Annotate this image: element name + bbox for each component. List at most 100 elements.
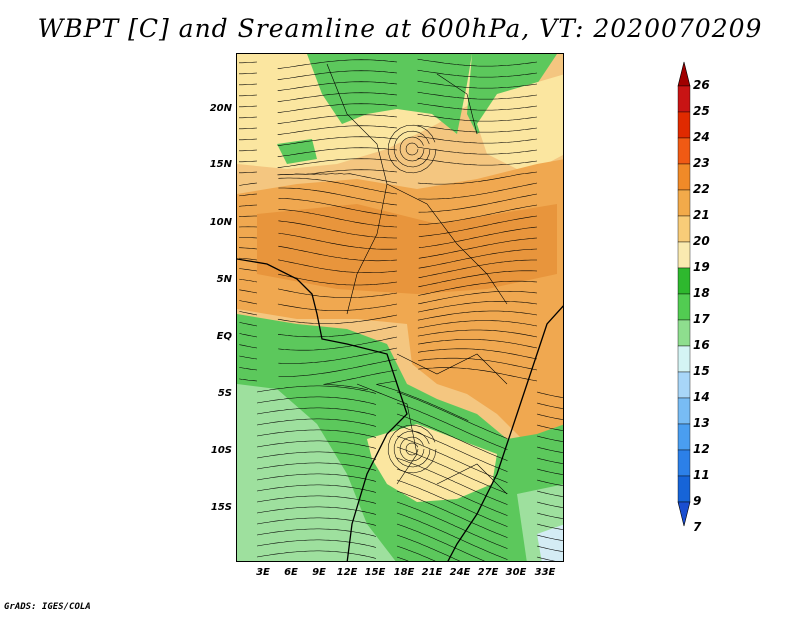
streamline xyxy=(536,413,563,420)
streamline xyxy=(399,136,425,162)
streamline xyxy=(417,124,538,133)
streamline xyxy=(418,204,538,225)
streamline xyxy=(239,204,258,207)
streamline xyxy=(418,237,538,259)
colorbar-swatch-15 xyxy=(677,449,691,477)
streamline xyxy=(238,247,258,250)
streamline xyxy=(239,268,258,272)
streamline xyxy=(278,232,398,250)
colorbar-swatch-2 xyxy=(677,111,691,139)
streamline xyxy=(239,193,258,197)
wbpt-region-pale-blue xyxy=(537,524,563,561)
streamline xyxy=(396,501,508,549)
streamline xyxy=(239,116,258,119)
streamline xyxy=(277,125,398,135)
colorbar-swatch-16 xyxy=(677,475,691,503)
streamline xyxy=(238,215,257,217)
streamline xyxy=(239,367,258,371)
streamline xyxy=(418,270,538,288)
streamline xyxy=(239,333,258,338)
streamline xyxy=(239,278,258,283)
streamline xyxy=(418,193,538,213)
streamline xyxy=(536,424,563,431)
colorbar-swatch-14 xyxy=(677,423,691,451)
streamline xyxy=(256,473,377,482)
lon-label-6e: 6E xyxy=(284,567,298,578)
streamline xyxy=(278,245,398,262)
lon-label-3e: 3E xyxy=(256,567,270,578)
streamline xyxy=(417,58,538,67)
streamline xyxy=(239,138,258,141)
streamline xyxy=(323,369,398,391)
streamline xyxy=(239,83,258,86)
streamline xyxy=(277,114,398,124)
streamline xyxy=(256,550,377,559)
streamline xyxy=(256,484,377,493)
streamline xyxy=(256,440,377,449)
streamline xyxy=(417,91,538,100)
streamline xyxy=(278,177,398,195)
streamline xyxy=(239,355,258,360)
colorbar-label-19: 19 xyxy=(693,260,710,274)
streamline xyxy=(239,105,258,108)
lon-label-12e: 12E xyxy=(336,567,358,578)
wbpt-region-light-green-southwest xyxy=(237,384,396,561)
streamline xyxy=(396,556,409,561)
colorbar-arrow-bottom xyxy=(677,501,691,527)
streamline xyxy=(418,259,537,278)
colorbar-swatch-7 xyxy=(677,241,691,269)
streamline xyxy=(256,462,377,471)
streamline xyxy=(396,468,508,516)
colorbar-label-21: 21 xyxy=(693,208,710,222)
streamline xyxy=(536,534,563,541)
colorbar-label-12: 12 xyxy=(693,442,710,456)
colorbar-swatch-10 xyxy=(677,319,691,347)
streamline xyxy=(256,418,377,427)
streamline xyxy=(396,534,461,561)
streamline xyxy=(396,523,485,561)
streamline xyxy=(536,402,563,409)
wbpt-region-dark-orange-core xyxy=(257,204,557,294)
streamline xyxy=(239,182,258,186)
streamlines xyxy=(238,58,563,561)
lat-label-15s: 15S xyxy=(210,502,232,513)
streamline xyxy=(256,539,377,548)
colorbar-label-23: 23 xyxy=(693,156,710,170)
streamline xyxy=(256,495,377,504)
grads-credit: GrADS: IGES/COLA xyxy=(4,602,91,612)
streamline xyxy=(418,182,538,200)
colorbar-swatch-8 xyxy=(677,267,691,295)
colorbar-swatch-5 xyxy=(677,189,691,217)
colorbar-label-24: 24 xyxy=(693,130,710,144)
streamline xyxy=(396,479,508,527)
colorbar-swatch-13 xyxy=(677,397,691,425)
colorbar-label-14: 14 xyxy=(693,390,710,404)
wbpt-region-green-spot xyxy=(277,139,317,164)
colorbar-swatch-4 xyxy=(677,163,691,191)
streamline xyxy=(387,424,437,474)
streamline xyxy=(405,442,419,456)
lon-label-9e: 9E xyxy=(312,567,326,578)
streamline xyxy=(256,396,377,405)
colorbar-label-16: 16 xyxy=(693,338,710,352)
streamline xyxy=(277,288,398,298)
streamline xyxy=(376,380,469,421)
colorbar-label-25: 25 xyxy=(693,104,710,118)
streamline xyxy=(418,215,538,237)
lon-label-21e: 21E xyxy=(421,567,443,578)
streamline xyxy=(417,157,538,166)
streamline xyxy=(277,314,398,324)
lat-label-20n: 20N xyxy=(209,103,232,114)
streamline xyxy=(256,506,377,515)
streamline xyxy=(417,320,538,329)
streamline xyxy=(256,407,377,416)
streamline xyxy=(278,273,398,286)
streamline xyxy=(418,226,538,248)
streamline xyxy=(417,80,538,89)
streamline xyxy=(277,70,398,80)
streamline xyxy=(239,257,258,261)
streamline xyxy=(417,171,538,185)
streamline xyxy=(396,391,508,439)
map-plot-area xyxy=(236,53,564,562)
streamline xyxy=(278,259,398,273)
